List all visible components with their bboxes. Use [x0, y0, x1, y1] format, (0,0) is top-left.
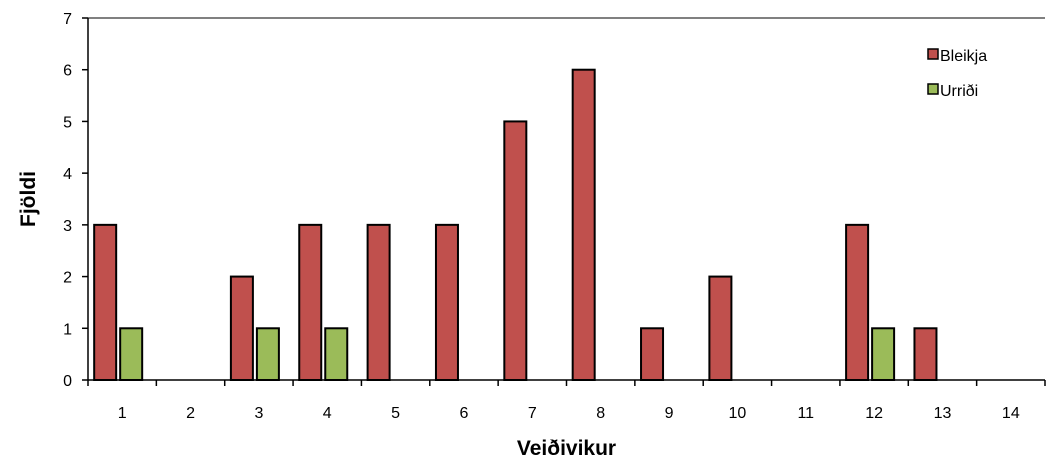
- legend-swatch: [927, 48, 939, 60]
- x-tick-label: 2: [186, 405, 195, 422]
- x-tick-label: 10: [728, 405, 746, 422]
- y-tick-label: 7: [63, 11, 72, 28]
- y-tick-label: 5: [63, 114, 72, 131]
- y-tick-label: 6: [63, 63, 72, 80]
- bar-bleikja-5: [366, 223, 391, 381]
- bar-bleikja-3: [229, 275, 254, 382]
- bar-urri-i-4: [324, 327, 349, 381]
- y-tick-label: 3: [63, 218, 72, 235]
- legend: Bleikja Urriði: [927, 48, 987, 100]
- x-axis-ticks: 1 2 3 4 5 6 7 8 9 10 11 12 13 14: [87, 380, 1046, 422]
- x-tick-label: 3: [254, 405, 263, 422]
- bar-urri-i-1: [119, 327, 144, 381]
- bar-urri-i-3: [255, 327, 280, 381]
- bar-bleikja-1: [93, 223, 118, 381]
- bar-bleikja-7: [503, 120, 528, 382]
- y-tick-label: 0: [63, 373, 72, 390]
- x-tick-label: 7: [528, 405, 537, 422]
- y-tick-label: 2: [63, 270, 72, 287]
- bars: [93, 68, 938, 382]
- x-tick-label: 4: [323, 405, 332, 422]
- y-tick-label: 1: [63, 321, 72, 338]
- y-axis-title: Fjöldi: [17, 171, 40, 227]
- bar-bleikja-12: [845, 223, 870, 381]
- x-axis-title: Veiðivikur: [517, 437, 616, 460]
- bar-bleikja-4: [298, 223, 323, 381]
- bar-bleikja-10: [708, 275, 733, 382]
- bar-bleikja-9: [640, 327, 665, 381]
- bar-bleikja-6: [434, 223, 459, 381]
- y-tick-label: 4: [63, 166, 72, 183]
- x-tick-label: 13: [934, 405, 952, 422]
- x-tick-label: 1: [118, 405, 127, 422]
- x-tick-label: 9: [665, 405, 674, 422]
- x-tick-label: 5: [391, 405, 400, 422]
- x-tick-label: 6: [460, 405, 469, 422]
- legend-label: Urriði: [940, 83, 978, 100]
- legend-swatch: [927, 83, 939, 95]
- x-tick-label: 8: [596, 405, 605, 422]
- y-axis-ticks: 0 1 2 3 4 5 6 7: [63, 11, 88, 390]
- x-tick-label: 14: [1002, 405, 1020, 422]
- legend-label: Bleikja: [940, 48, 987, 65]
- bar-bleikja-8: [571, 68, 596, 381]
- bar-bleikja-13: [913, 327, 938, 381]
- x-tick-label: 11: [797, 405, 814, 422]
- bar-urri-i-12: [871, 327, 896, 381]
- x-tick-label: 12: [865, 405, 883, 422]
